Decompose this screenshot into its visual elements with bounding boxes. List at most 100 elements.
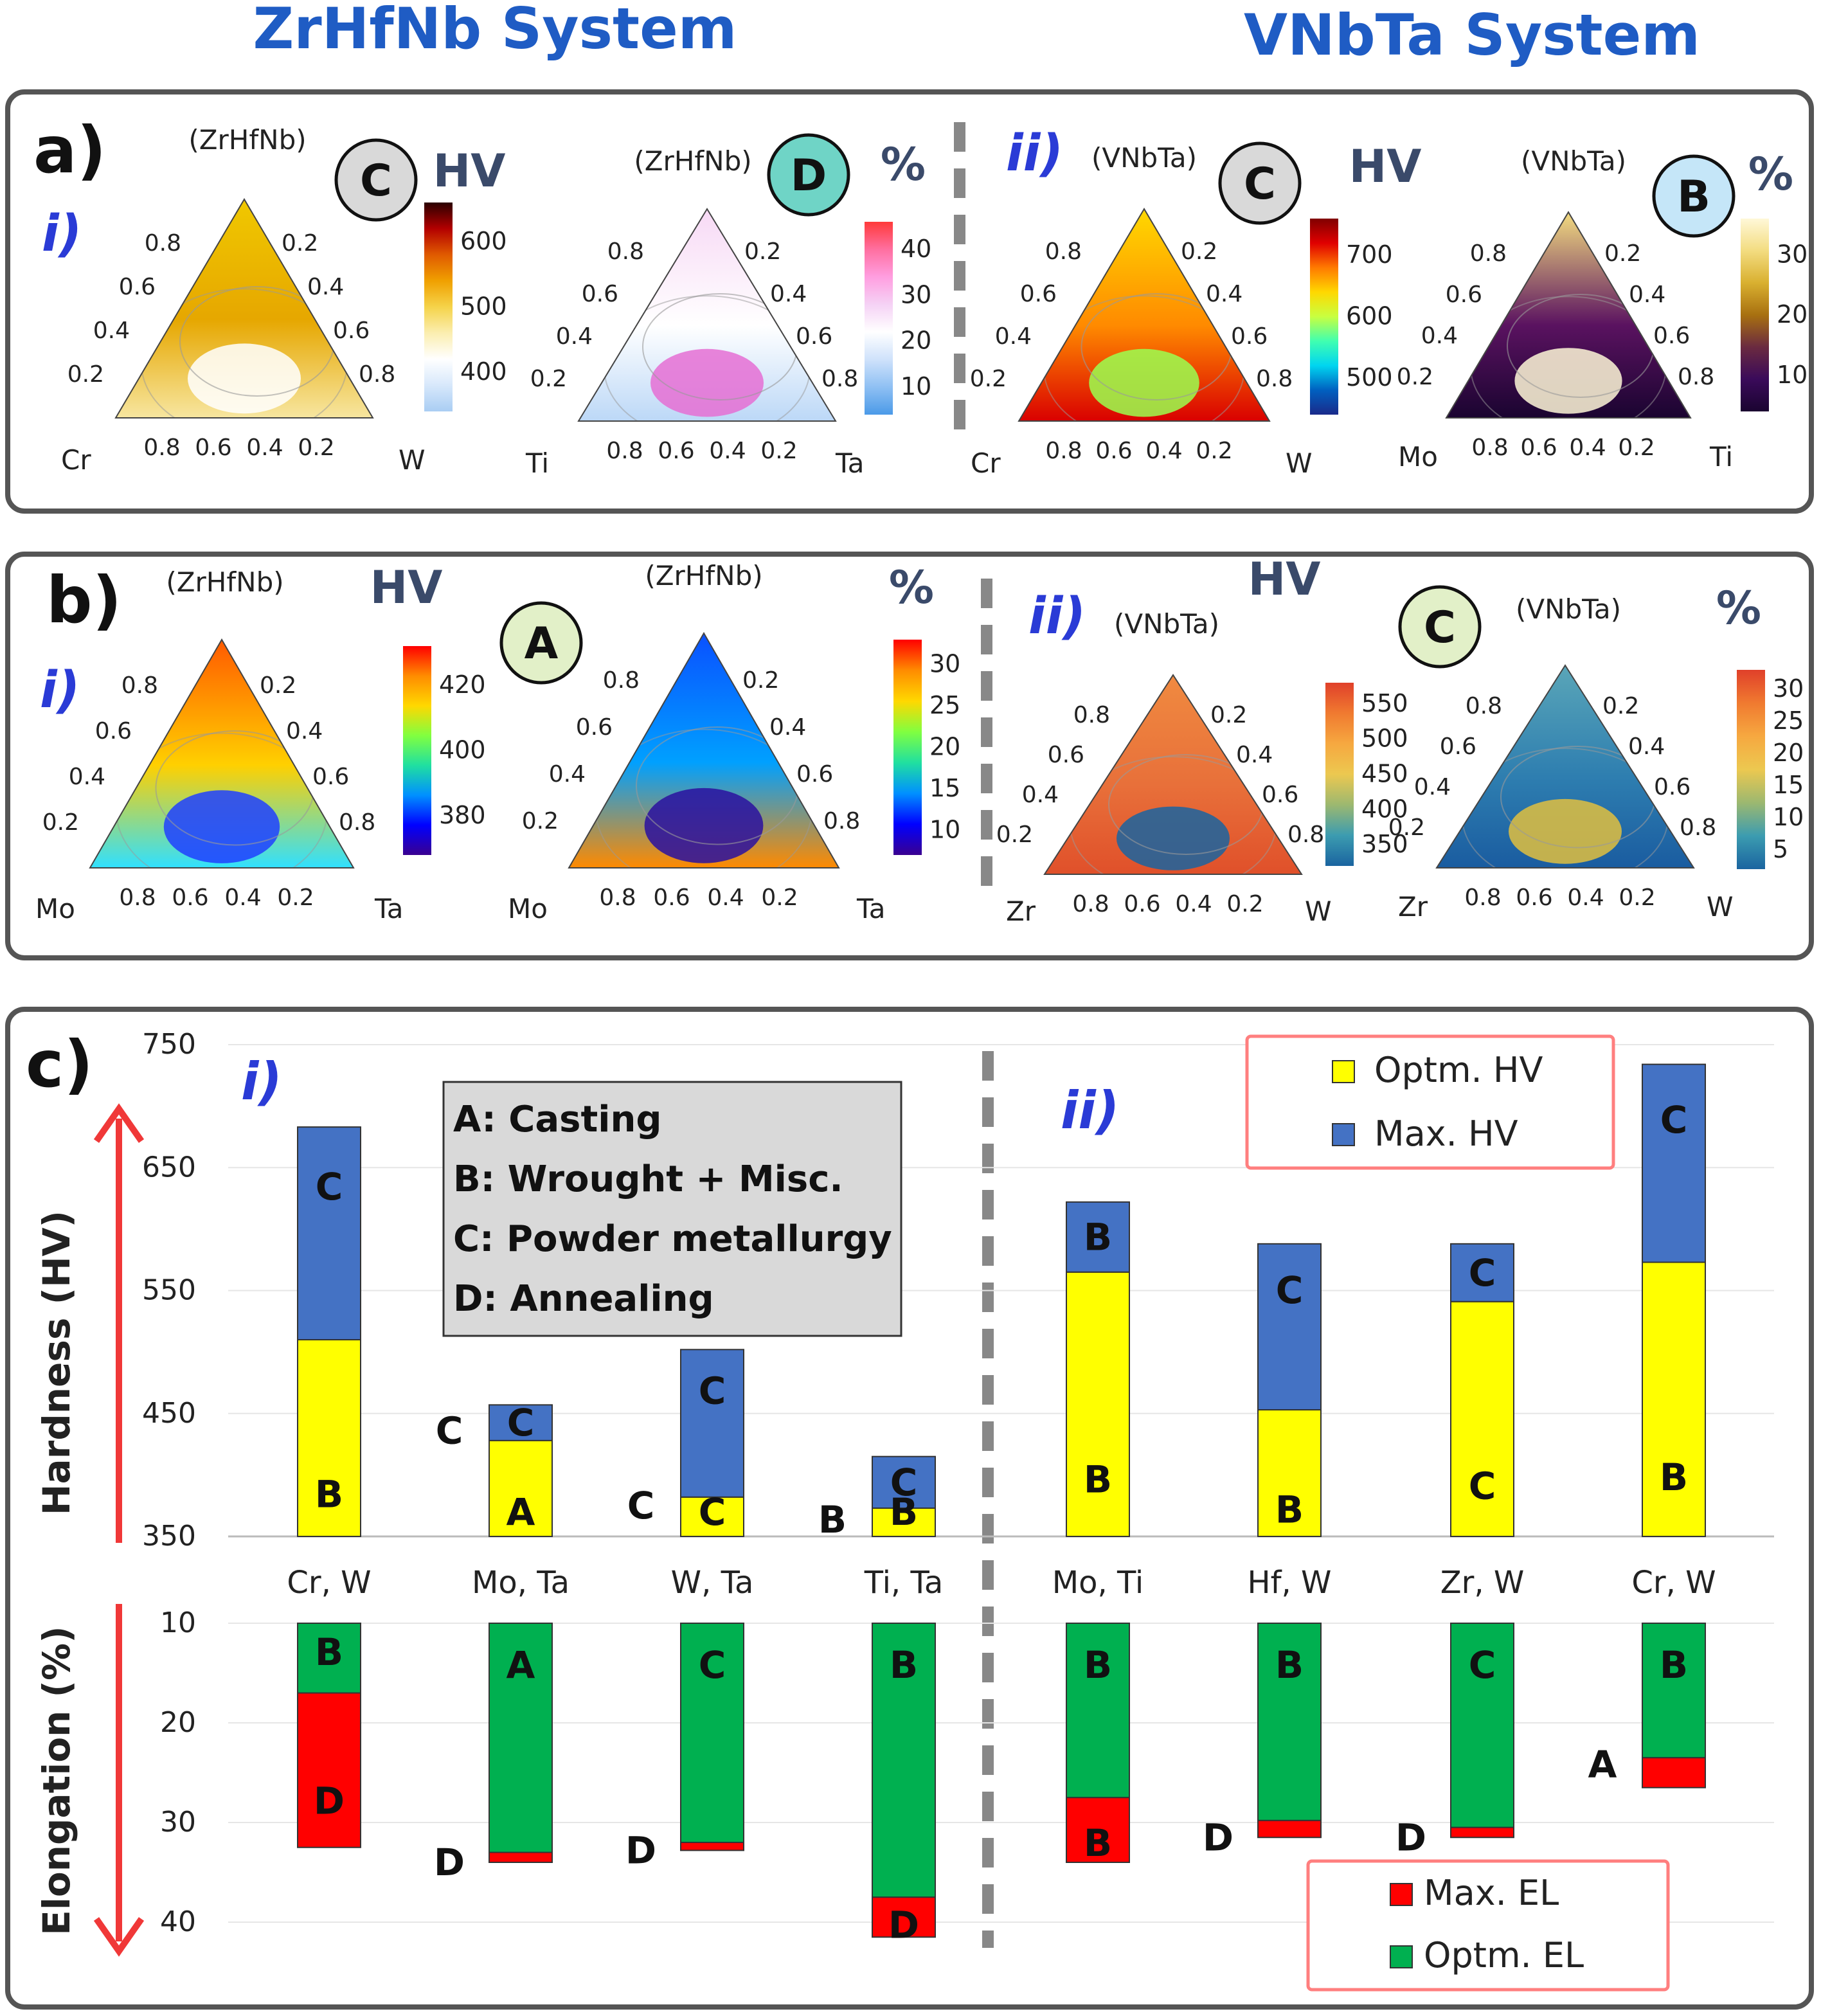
optm-hv-bar — [1066, 1271, 1130, 1537]
method-badge: C — [1398, 585, 1482, 669]
optm-el-method-label: B — [1660, 1643, 1688, 1687]
optm-el-method-label: A — [507, 1643, 535, 1687]
ternary-left-tick: 0.4 — [1414, 774, 1451, 800]
ternary-outline — [89, 638, 355, 869]
ternary-bottom-tick: 0.6 — [1520, 435, 1557, 461]
ternary-left-tick: 0.6 — [1440, 734, 1476, 760]
ternary-right-tick: 0.8 — [823, 808, 860, 834]
optm-hv-method-label: B — [315, 1473, 343, 1516]
category-label: Mo, Ti — [1052, 1565, 1144, 1601]
colorbar-tick: 500 — [460, 292, 507, 321]
ternary-left-tick: 0.4 — [556, 323, 593, 350]
ternary-left-tick: 0.4 — [93, 318, 130, 344]
ternary-plots: 0.8 0.2 0.8 0.6 0.4 0.6 0.4 0.6 0.4 0.2 0.8 0.2 Cr W (… — [35, 124, 1808, 927]
ternary-right-tick: 0.6 — [1654, 774, 1691, 800]
colorbar-tick: 10 — [929, 815, 960, 843]
colorbar — [1325, 683, 1354, 866]
ternary-system-label: (VNbTa) — [1521, 145, 1626, 177]
ternary-right-tick: 0.4 — [1206, 281, 1242, 307]
el-tick-label: 40 — [160, 1905, 196, 1938]
category-label: Mo, Ta — [472, 1565, 570, 1601]
legend-label-max-el: Max. EL — [1424, 1873, 1559, 1913]
ternary-left-element: Mo — [508, 893, 548, 924]
colorbar-tick: 380 — [439, 801, 486, 829]
ternary-right-element: W — [1286, 447, 1313, 479]
colorbar-tick: 500 — [1346, 363, 1393, 392]
optm-el-bar — [1450, 1623, 1514, 1828]
ternary-left-tick: 0.4 — [995, 323, 1032, 350]
max-hv-method-label: C — [1276, 1268, 1304, 1312]
ternary-right-tick: 0.4 — [770, 281, 807, 307]
ternary-right-tick: 0.2 — [742, 667, 779, 694]
panel-a-frame — [5, 89, 1814, 514]
category-label: Hf, W — [1248, 1565, 1332, 1601]
roman-numeral-label: i) — [42, 205, 82, 263]
ternary-right-tick: 0.6 — [312, 764, 349, 790]
method-legend-item: A: Casting — [453, 1099, 661, 1140]
optm-hv-bar — [1642, 1261, 1706, 1537]
hv-side-method-label: B — [818, 1498, 847, 1542]
el-arrowhead — [93, 1917, 145, 1957]
ternary-left-tick: 0.2 — [522, 808, 559, 834]
ternary-bottom-tick: 0.2 — [277, 885, 314, 911]
category-label: Zr, W — [1440, 1565, 1525, 1601]
el-tick-label: 20 — [160, 1706, 196, 1739]
ternary-right-tick: 0.4 — [286, 718, 323, 744]
optm-el-bar — [680, 1623, 744, 1843]
ternary-left-tick: 0.8 — [145, 230, 181, 256]
ternary-bottom-tick: 0.8 — [1045, 438, 1082, 464]
ternary-right-tick: 0.4 — [1236, 742, 1273, 768]
svg-text:A: A — [525, 618, 559, 669]
ternary-left-tick: 0.6 — [119, 274, 156, 300]
ternary-right-tick: 0.6 — [1262, 782, 1298, 808]
ternary-left-element: Ti — [525, 447, 549, 479]
ternary-left-tick: 0.8 — [1470, 240, 1507, 267]
hv-tick-label: 350 — [142, 1520, 196, 1553]
hv-side-method-label: C — [436, 1408, 463, 1452]
ternary-right-tick: 0.8 — [821, 366, 858, 392]
max-el-bar — [872, 1896, 936, 1938]
colorbar-tick: 450 — [1361, 760, 1408, 788]
svg-text:C: C — [1424, 602, 1456, 653]
ternary-bottom-tick: 0.6 — [1095, 438, 1132, 464]
ternary-bottom-tick: 0.8 — [1471, 435, 1508, 461]
legend-label-max-hv: Max. HV — [1374, 1113, 1518, 1154]
ternary-left-tick: 0.4 — [1421, 323, 1458, 349]
ternary-right-tick: 0.2 — [260, 672, 296, 699]
optm-hv-bar — [297, 1339, 361, 1537]
ternary-bottom-tick: 0.8 — [1072, 891, 1109, 917]
ternary-left-tick: 0.6 — [95, 718, 132, 744]
hv-arrowhead — [93, 1103, 145, 1143]
ternary-outline — [568, 631, 840, 869]
ternary-left-element: Cr — [971, 447, 1001, 479]
ternary-bottom-tick: 0.4 — [224, 885, 261, 911]
right-system-title: VNbTa System — [1244, 2, 1700, 68]
ternary-left-tick: 0.8 — [1073, 702, 1110, 728]
ternary-outline — [577, 208, 837, 422]
max-el-bar — [680, 1842, 744, 1851]
ternary-bottom-tick: 0.8 — [143, 435, 180, 461]
colorbar — [1310, 219, 1338, 415]
colorbar-tick: 40 — [901, 235, 931, 263]
colorbar-unit: HV — [433, 145, 506, 197]
max-el-method-label: D — [314, 1779, 345, 1823]
ternary-right-tick: 0.6 — [1653, 323, 1690, 349]
max-el-method-label: B — [1084, 1821, 1112, 1865]
category-label: W, Ta — [671, 1565, 754, 1601]
max-hv-method-label: C — [507, 1401, 535, 1444]
max-hv-bar — [1257, 1243, 1322, 1411]
colorbar-tick: 5 — [1773, 835, 1788, 863]
ternary-right-tick: 0.2 — [1602, 693, 1639, 719]
el-side-method-label: D — [434, 1841, 465, 1884]
roman-numeral-label: ii) — [1028, 588, 1086, 645]
ternary-left-tick: 0.2 — [530, 366, 567, 392]
colorbar-unit: % — [889, 561, 934, 614]
ternary-left-tick: 0.8 — [1045, 239, 1082, 265]
svg-text:C: C — [1244, 159, 1276, 210]
ternary-right-tick: 0.8 — [1678, 364, 1714, 390]
optm-hv-method-label: C — [1469, 1464, 1496, 1508]
ternary-right-tick: 0.6 — [333, 318, 370, 344]
ternary-bottom-tick: 0.2 — [1196, 438, 1232, 464]
ternary-left-element: Cr — [61, 444, 91, 476]
